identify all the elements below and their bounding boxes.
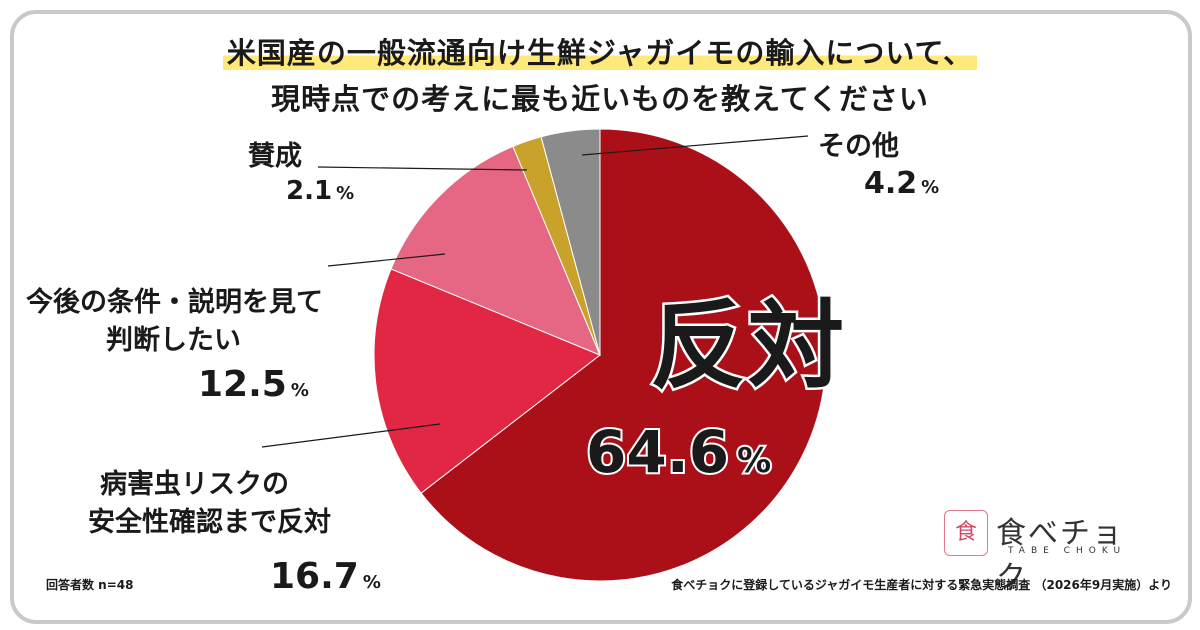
value-agree: 2.1 bbox=[286, 176, 333, 206]
brand-logo: 食 食べチョク TABE CHOKU bbox=[944, 508, 1144, 595]
source-note: 食べチョクに登録しているジャガイモ生産者に対する緊急実態調査 （2026年9月実… bbox=[671, 578, 1172, 592]
slice-other bbox=[540, 128, 601, 356]
value-pest: 16.7 bbox=[270, 556, 359, 597]
label-conditions-line1: 今後の条件・説明を見て bbox=[26, 287, 323, 318]
unit-other: % bbox=[921, 177, 940, 198]
label-pest-pct: 16.7% bbox=[270, 556, 381, 597]
value-other: 4.2 bbox=[864, 166, 918, 201]
pie-slices bbox=[373, 128, 827, 582]
unit-oppose: % bbox=[735, 439, 773, 483]
leader-line-pest bbox=[261, 423, 441, 448]
title-line-1: 米国産の一般流通向け生鮮ジャガイモの輸入について、 bbox=[0, 30, 1200, 76]
respondent-count: 回答者数 n=48 bbox=[46, 578, 134, 592]
logo-subtext: TABE CHOKU bbox=[1008, 546, 1127, 556]
value-oppose: 64.6 bbox=[584, 416, 731, 488]
title-line-2: 現時点での考えに最も近いものを教えてください bbox=[271, 82, 929, 116]
label-conditions-line2: 判断したい bbox=[106, 325, 241, 356]
label-other-name: その他 bbox=[818, 131, 899, 162]
chart-title: 米国産の一般流通向け生鮮ジャガイモの輸入について、 現時点での考えに最も近いもの… bbox=[0, 30, 1200, 122]
slice-label-pest: 病害虫リスクの 安全性確認まで反対 16.7% bbox=[88, 466, 381, 597]
slice-label-other: その他 4.2% bbox=[818, 128, 939, 201]
unit-agree: % bbox=[336, 183, 355, 204]
value-conditions: 12.5 bbox=[198, 364, 287, 405]
label-conditions-pct: 12.5% bbox=[198, 364, 323, 405]
unit-conditions: % bbox=[290, 380, 309, 401]
label-agree-name: 賛成 bbox=[248, 141, 302, 172]
slice-label-agree: 賛成 2.1% bbox=[248, 138, 354, 206]
slice-value-oppose: 64.6% bbox=[584, 416, 773, 488]
leader-lines bbox=[261, 135, 809, 448]
title-highlight: 米国産の一般流通向け生鮮ジャガイモの輸入について、 bbox=[222, 36, 978, 70]
slice-conditions bbox=[390, 145, 601, 356]
leader-line-other bbox=[581, 135, 809, 156]
leader-line-agree bbox=[317, 166, 528, 171]
logo-text: 食べチョク bbox=[996, 516, 1124, 595]
logo-mark-icon: 食 bbox=[944, 510, 988, 556]
label-pest-line1: 病害虫リスクの bbox=[100, 469, 289, 500]
unit-pest: % bbox=[362, 572, 381, 593]
leader-line-conditions bbox=[327, 253, 446, 267]
label-pest-line2: 安全性確認まで反対 bbox=[88, 507, 331, 538]
slice-label-oppose: 反対 bbox=[648, 288, 847, 405]
slice-label-conditions: 今後の条件・説明を見て 判断したい 12.5% bbox=[26, 284, 323, 405]
slice-pest bbox=[373, 268, 601, 494]
label-other-pct: 4.2% bbox=[864, 166, 939, 201]
slice-oppose bbox=[420, 128, 827, 582]
label-agree-pct: 2.1% bbox=[286, 176, 354, 206]
